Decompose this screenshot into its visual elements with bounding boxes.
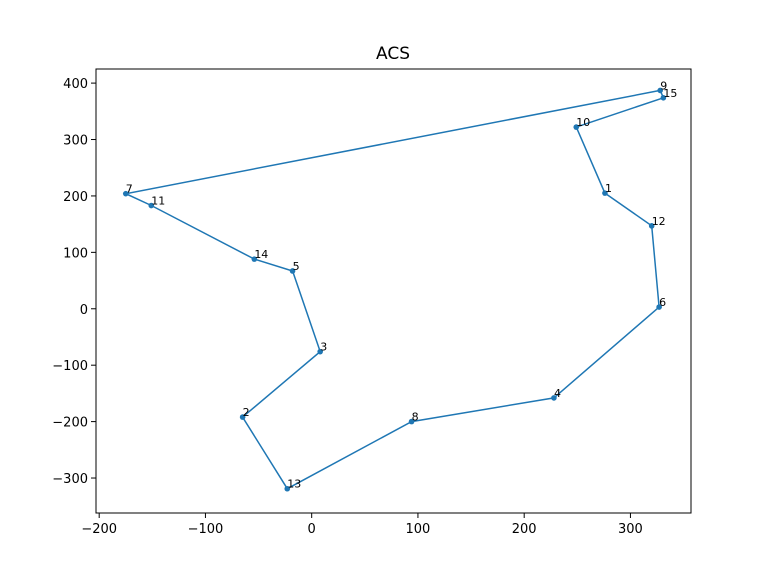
route-point-label-3: 3 [320, 341, 327, 354]
y-tick-label: 100 [63, 246, 88, 261]
route-point-4 [551, 395, 557, 401]
y-tick-label: 300 [63, 134, 88, 149]
y-tick-label: −100 [52, 359, 88, 374]
route-point-label-7: 7 [126, 183, 133, 196]
y-tick-label: 200 [63, 190, 88, 205]
x-tick-label: 200 [512, 522, 537, 537]
route-point-label-12: 12 [652, 215, 666, 228]
route-point-3 [317, 348, 323, 355]
route-point-label-14: 14 [254, 248, 268, 261]
x-tick-label: −200 [81, 522, 117, 537]
route-point-label-10: 10 [576, 116, 590, 129]
x-tick-label: 300 [618, 522, 643, 537]
route-point-label-2: 2 [243, 406, 250, 419]
route-point-11 [148, 202, 155, 209]
route-point-7 [122, 190, 129, 197]
route-point-label-13: 13 [287, 478, 301, 491]
route-point-13 [284, 485, 291, 492]
chart-title: ACS [376, 44, 410, 64]
route-point-10 [573, 124, 580, 130]
axes-frame [95, 68, 692, 514]
route-point-2 [239, 414, 246, 420]
route-point-8 [408, 418, 415, 425]
route-point-label-15: 15 [663, 87, 677, 100]
route-point-15 [660, 94, 667, 101]
plot-area: 915 10 1 12 6 4 8 13 2 3 5 14 11 7 [122, 79, 677, 492]
route-point-label-9: 9 [660, 79, 667, 92]
y-tick-label: −300 [52, 472, 88, 487]
route-point-5 [289, 268, 296, 274]
route-line [123, 89, 665, 490]
route-point-label-6: 6 [659, 296, 666, 309]
route-point-14 [251, 256, 258, 262]
route-point-6 [656, 304, 662, 310]
route-point-label-5: 5 [293, 260, 300, 273]
y-axis: −300 −200 −100 0 100 200 300 400 [52, 77, 96, 487]
route-point-1 [602, 190, 608, 196]
route-point-label-4: 4 [554, 387, 561, 400]
route-point-label-1: 1 [605, 182, 612, 195]
route-point-label-8: 8 [412, 411, 419, 424]
route-point-9 [657, 87, 663, 94]
route-point-12 [648, 223, 655, 229]
y-tick-label: −200 [52, 416, 88, 431]
x-axis: −200 −100 0 100 200 300 [81, 513, 643, 537]
route-point-label-11: 11 [151, 195, 165, 208]
x-tick-label: 100 [406, 522, 431, 537]
x-tick-label: −100 [188, 522, 224, 537]
x-tick-label: 0 [308, 522, 316, 537]
y-tick-label: 400 [63, 77, 88, 92]
y-tick-label: 0 [80, 303, 88, 318]
